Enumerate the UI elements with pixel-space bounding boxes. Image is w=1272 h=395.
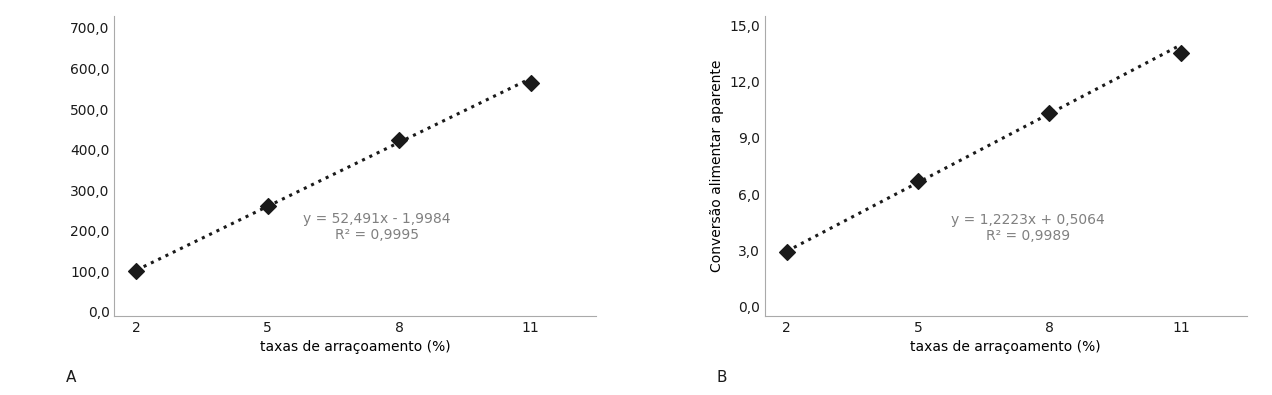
Point (126, 268, 146, 275)
Point (258, 203, 279, 210)
Y-axis label: Conversão alimentar aparente: Conversão alimentar aparente (710, 60, 724, 272)
Point (1170, 50, 1191, 56)
Point (776, 249, 796, 256)
Text: y = 1,2223x + 0,5064
R² = 0,9989: y = 1,2223x + 0,5064 R² = 0,9989 (950, 213, 1104, 243)
Point (908, 178, 929, 184)
Point (1039, 110, 1060, 117)
Point (389, 136, 410, 143)
Text: A: A (66, 370, 76, 385)
X-axis label: taxas de arraçoamento (%): taxas de arraçoamento (%) (911, 340, 1102, 354)
Point (520, 79, 541, 86)
Text: y = 52,491x - 1,9984
R² = 0,9995: y = 52,491x - 1,9984 R² = 0,9995 (304, 212, 452, 242)
X-axis label: taxas de arraçoamento (%): taxas de arraçoamento (%) (259, 340, 450, 354)
Text: B: B (716, 370, 728, 385)
